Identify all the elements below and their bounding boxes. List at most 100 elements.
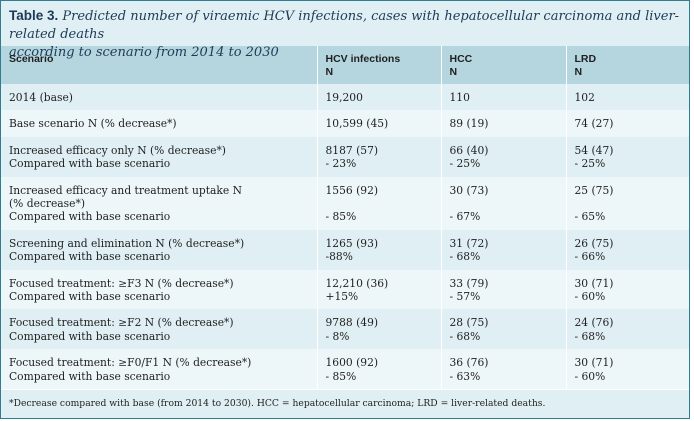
cell-line: (% decrease*) (9, 197, 86, 211)
table-title-line2: according to scenario from 2014 to 2030 (9, 45, 279, 60)
cell-line: 66 (40) (449, 143, 489, 157)
hcc-cell: 110 (440, 84, 566, 111)
table-row: Focused treatment: ≥F3 N (% decrease*) Co… (1, 269, 689, 310)
header-hcc: HCC N (440, 46, 566, 84)
table-footnote: *Decrease compared with base (from 2014 … (1, 389, 689, 418)
lrd-cell: 102 (565, 84, 689, 111)
cell-line: 28 (75) (449, 316, 489, 330)
hcc-cell: 33 (79) - 57% (440, 269, 566, 310)
hcv-infections-cell: 1265 (93) -88% (316, 229, 441, 270)
data-table: Scenario HCV infections N HCC N LRD N 20… (1, 46, 689, 390)
hcv-infections-cell: 12,210 (36) +15% (316, 269, 441, 310)
cell-line: Screening and elimination N (% decrease*… (9, 236, 245, 250)
hcc-cell: 36 (76) - 63% (440, 349, 566, 390)
cell-line: 25 (75) (574, 183, 614, 197)
cell-line: Focused treatment: ≥F3 N (% decrease*) (9, 276, 234, 290)
hcv-infections-cell: 8187 (57) - 23% (316, 136, 441, 177)
scenario-cell: Increased efficacy only N (% decrease*) C… (1, 137, 317, 177)
table-body: 2014 (base) 19,200 110 102 Base scenario N (… (1, 84, 689, 390)
cell-line: 1556 (92) (325, 183, 379, 197)
cell-line: 30 (73) (449, 183, 489, 197)
cell-line: Increased efficacy and treatment uptake … (9, 183, 242, 197)
hcc-cell: 66 (40) - 25% (440, 136, 566, 177)
cell-line: 30 (71) (574, 356, 614, 370)
cell-line (326, 197, 435, 210)
cell-line: - 25% (574, 157, 606, 171)
table-title-line1: Predicted number of viraemic HCV infecti… (9, 9, 680, 42)
cell-line: Increased efficacy only N (% decrease*) (9, 143, 226, 157)
table-row: Focused treatment: ≥F0/F1 N (% decrease*… (1, 349, 689, 390)
cell-line: +15% (325, 290, 359, 304)
cell-line: Compared with base scenario (9, 157, 171, 171)
cell-line: - 85% (325, 210, 357, 224)
hcc-cell: 31 (72) - 68% (440, 229, 566, 270)
scenario-cell: Focused treatment: ≥F2 N (% decrease*) Co… (1, 309, 317, 349)
header-lrd: LRD N (565, 46, 689, 84)
cell-line: 89 (19) (449, 117, 489, 131)
header-unit: N (325, 66, 334, 78)
scenario-cell: Focused treatment: ≥F0/F1 N (% decrease*… (1, 349, 317, 389)
cell-line (575, 197, 686, 210)
lrd-cell: 26 (75) - 66% (565, 229, 689, 270)
lrd-cell: 54 (47) - 25% (565, 136, 689, 177)
header-hcv-infections: HCV infections N (316, 46, 441, 84)
cell-line: 2014 (base) (9, 91, 73, 104)
table-row: Screening and elimination N (% decrease*… (1, 229, 689, 270)
hcv-infections-cell: 9788 (49) - 8% (316, 309, 441, 350)
cell-line: Compared with base scenario (9, 329, 171, 343)
hcc-cell: 30 (73) - 67% (440, 176, 566, 230)
table-row: Increased efficacy and treatment uptake … (1, 176, 689, 230)
cell-line: - 60% (574, 290, 606, 304)
cell-line: - 23% (325, 157, 357, 171)
header-unit: N (449, 66, 458, 78)
hcv-infections-cell: 19,200 (316, 84, 441, 111)
lrd-cell: 25 (75) - 65% (565, 176, 689, 230)
cell-line: 33 (79) (449, 276, 489, 290)
table-row: Base scenario N (% decrease*) 10,599 (45)… (1, 110, 689, 137)
cell-line: 36 (76) (449, 356, 489, 370)
cell-line: 12,210 (36) (325, 276, 389, 290)
hcc-cell: 89 (19) (440, 110, 566, 137)
cell-line: Focused treatment: ≥F2 N (% decrease*) (9, 316, 234, 330)
cell-line: - 65% (574, 210, 606, 224)
table-label: Table 3. (9, 8, 59, 23)
scenario-cell: Base scenario N (% decrease*) (1, 110, 317, 136)
table-caption: Table 3. Predicted number of viraemic HC… (1, 1, 689, 60)
header-label: LRD (574, 53, 597, 65)
hcv-infections-cell: 1600 (92) - 85% (316, 349, 441, 390)
cell-line: - 68% (449, 250, 481, 264)
cell-line: Compared with base scenario (9, 250, 171, 264)
header-scenario: Scenario (1, 46, 317, 84)
hcc-cell: 28 (75) - 68% (440, 309, 566, 350)
cell-line: - 63% (449, 369, 481, 383)
lrd-cell: 74 (27) (565, 110, 689, 137)
cell-line: 54 (47) (574, 143, 614, 157)
cell-line: 24 (76) (574, 316, 614, 330)
cell-line: Compared with base scenario (9, 290, 171, 304)
cell-line: Compared with base scenario (9, 369, 171, 383)
cell-line: 110 (449, 91, 470, 104)
cell-line: 8187 (57) (325, 143, 379, 157)
cell-line: - 68% (449, 329, 481, 343)
cell-line: - 8% (325, 329, 350, 343)
cell-line: Base scenario N (% decrease*) (9, 117, 177, 131)
scenario-cell: Increased efficacy and treatment uptake … (1, 177, 317, 230)
cell-line: 26 (75) (574, 236, 614, 250)
scenario-cell: Focused treatment: ≥F3 N (% decrease*) Co… (1, 270, 317, 310)
table-row: Increased efficacy only N (% decrease*) C… (1, 136, 689, 177)
cell-line: -88% (325, 250, 353, 264)
header-unit: N (574, 66, 583, 78)
cell-line: 19,200 (325, 91, 363, 104)
header-label: HCC (449, 53, 473, 65)
cell-line: - 60% (574, 369, 606, 383)
table-row: 2014 (base) 19,200 110 102 (1, 84, 689, 111)
cell-line: 1265 (93) (325, 236, 379, 250)
cell-line: 10,599 (45) (325, 117, 389, 131)
header-label: Scenario (9, 53, 54, 65)
cell-line: - 68% (574, 329, 606, 343)
cell-line: 30 (71) (574, 276, 614, 290)
cell-line: 31 (72) (449, 236, 489, 250)
cell-line (450, 197, 560, 210)
cell-line: 74 (27) (574, 117, 614, 131)
